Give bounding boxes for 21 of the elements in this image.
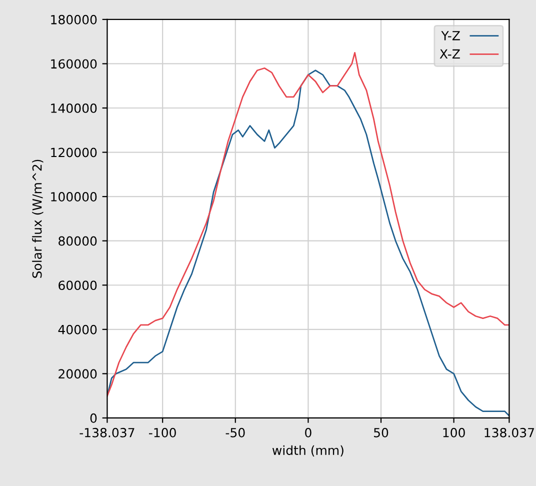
x-tick-label: 100 (443, 428, 465, 438)
y-axis-title: Solar flux (W/m^2) (32, 160, 44, 278)
x-tick-label: 138.037 (484, 428, 534, 438)
y-tick-label: 40000 (58, 324, 97, 334)
y-tick-label: 180000 (51, 14, 97, 24)
y-tick-label: 140000 (51, 103, 97, 113)
x-tick-label: -138.037 (80, 428, 134, 438)
x-tick-label: -100 (149, 428, 176, 438)
y-tick-label: 0 (90, 413, 97, 423)
y-tick-label: 100000 (51, 192, 97, 202)
y-tick-label: 160000 (51, 59, 97, 69)
legend-label: Y-Z (441, 31, 460, 40)
x-tick-label: 50 (374, 428, 388, 438)
y-tick-label: 120000 (51, 148, 97, 158)
x-axis-title: width (mm) (272, 445, 344, 456)
y-tick-label: 60000 (58, 280, 97, 290)
y-tick-label: 80000 (58, 236, 97, 246)
x-tick-label: 0 (305, 428, 312, 438)
x-tick-label: -50 (226, 428, 245, 438)
y-tick-label: 20000 (58, 369, 97, 379)
legend-label: X-Z (440, 49, 460, 59)
